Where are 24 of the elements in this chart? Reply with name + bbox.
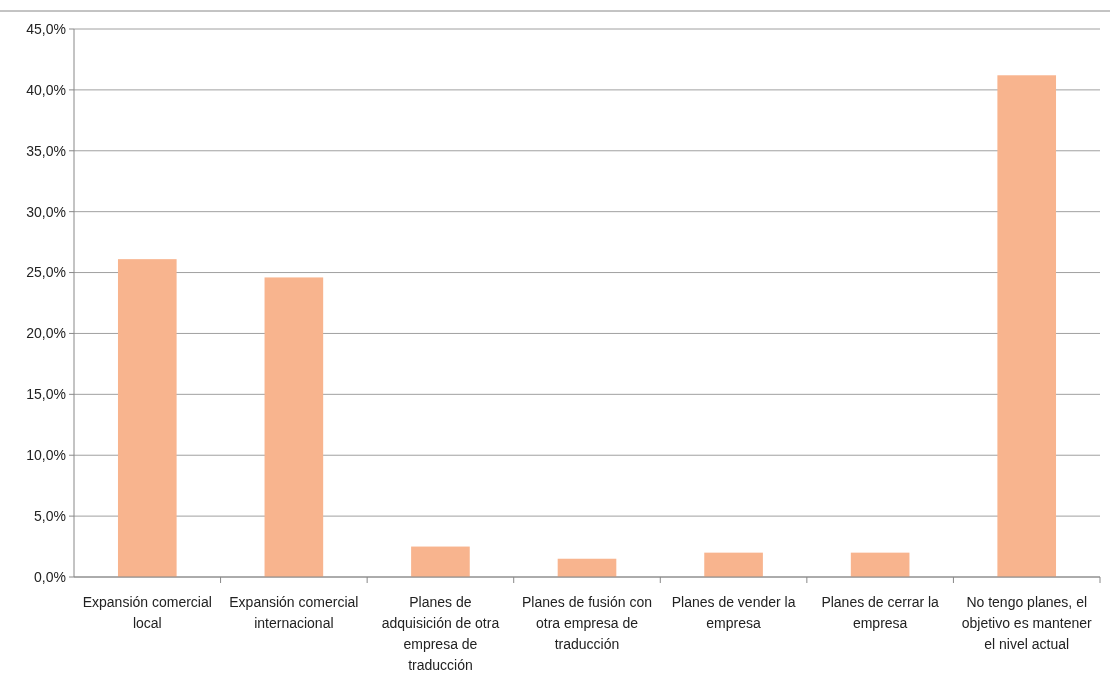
bar [411,546,470,577]
bar [264,277,324,577]
x-tick-label: No tengo planes, el objetivo es mantener el nivel actual [961,594,1093,652]
bar [997,75,1057,577]
y-tick-label: 10,0% [26,447,66,464]
y-tick-label: 45,0% [26,20,66,37]
x-tick-label: Planes de vender la empresa [671,594,796,631]
x-tick-label: Expansión comercial internacional [229,594,359,631]
x-tick-label: Planes de cerrar la empresa [821,594,940,631]
x-tick-label: Planes de fusión con otra empresa de traducción [522,594,652,652]
x-tick-label: Expansión comercial local [82,594,212,631]
y-tick-label: 15,0% [26,386,66,403]
bar [850,552,910,577]
y-tick-label: 5,0% [34,508,66,525]
y-tick-label: 20,0% [26,325,66,342]
bar [117,259,177,577]
y-tick-label: 25,0% [26,264,66,281]
y-tick-label: 30,0% [26,203,66,220]
y-tick-label: 40,0% [26,81,66,98]
y-tick-label: 0,0% [34,568,66,585]
bar [557,558,617,577]
y-tick-label: 35,0% [26,142,66,159]
bar [704,552,763,577]
x-tick-label: Planes de adquisición de otra empresa de traducción [381,594,500,673]
